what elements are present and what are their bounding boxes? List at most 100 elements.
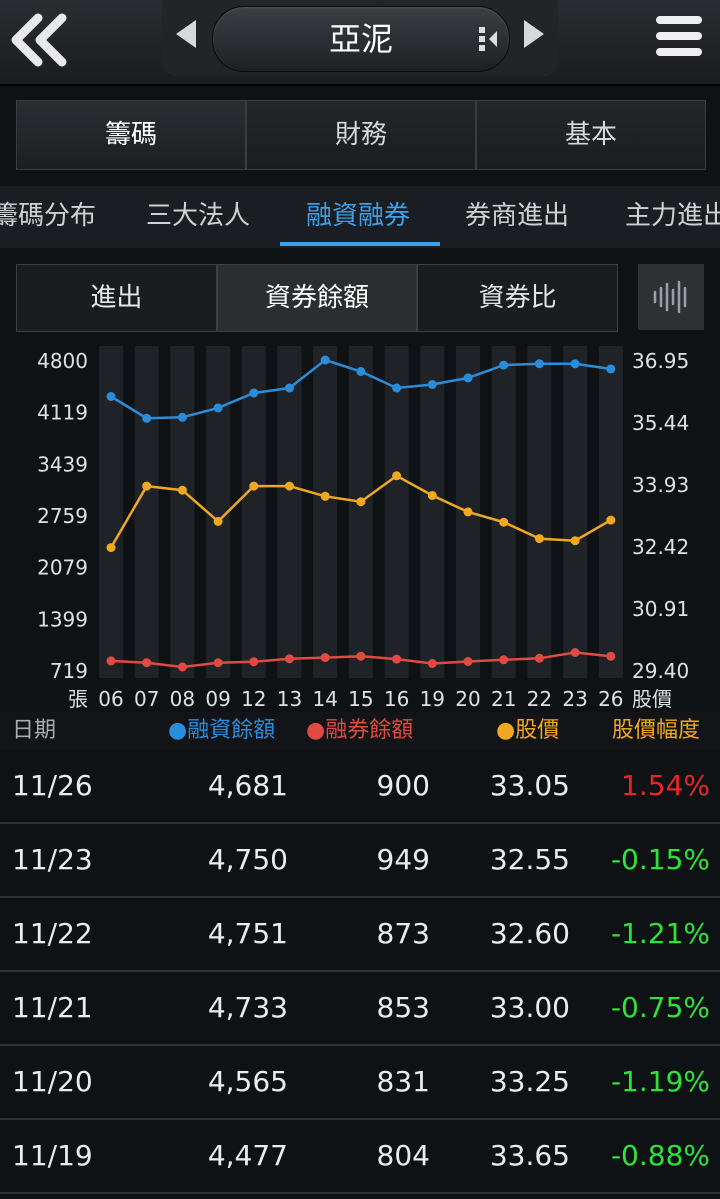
- chart-column-band: [241, 346, 266, 678]
- x-axis-tick-label: 07: [134, 687, 159, 711]
- row-fin-balance: 4,750: [207, 843, 288, 876]
- right-axis-tick-label: 30.91: [632, 597, 689, 621]
- series-point-融資餘額: [142, 413, 152, 423]
- x-axis-tick-label: 22: [527, 687, 552, 711]
- stock-switcher: 亞泥: [162, 0, 558, 76]
- series-point-融資餘額: [106, 392, 116, 401]
- x-axis-tick-label: 19: [420, 687, 445, 711]
- double-chevron-left-icon[interactable]: [8, 10, 72, 70]
- right-axis-tick-label: 36.95: [632, 349, 689, 373]
- tab-finance[interactable]: 財務: [247, 101, 477, 169]
- x-axis-tick-label: 13: [277, 687, 302, 711]
- hamburger-menu-icon[interactable]: [656, 16, 702, 64]
- top-bar: 亞泥: [0, 0, 720, 86]
- x-axis-tick-label: 06: [98, 687, 123, 711]
- series-point-融券餘額: [606, 651, 616, 661]
- x-axis-tick-label: 14: [312, 687, 337, 711]
- segment-flow[interactable]: 進出: [17, 265, 218, 331]
- series-point-股價: [499, 517, 509, 527]
- row-sec-balance: 831: [376, 1065, 430, 1098]
- table-row[interactable]: 11/21 4,733 853 33.00 -0.75%: [0, 972, 720, 1046]
- chart-column-band: [313, 346, 338, 678]
- subtab-chip-distribution[interactable]: 籌碼分布: [0, 201, 97, 231]
- chart-column-band: [598, 346, 623, 678]
- subtab-institutional[interactable]: 三大法人: [146, 201, 251, 231]
- series-point-融資餘額: [177, 412, 187, 422]
- series-point-融資餘額: [606, 364, 616, 374]
- date-column-header: 日期: [12, 718, 57, 743]
- series-point-融券餘額: [463, 657, 473, 666]
- chart-column-band: [563, 346, 588, 678]
- x-axis-tick-label: 16: [384, 687, 409, 711]
- subtab-margin-trading[interactable]: 融資融券: [306, 201, 411, 231]
- right-axis-unit-label: 股價: [632, 687, 672, 711]
- x-axis-tick-label: 20: [455, 687, 480, 711]
- series-point-融券餘額: [392, 654, 402, 664]
- row-fin-balance: 4,477: [207, 1139, 288, 1172]
- segment-ratio[interactable]: 資券比: [418, 265, 618, 331]
- subtab-major-players[interactable]: 主力進出: [625, 201, 720, 231]
- row-change: -1.19%: [610, 1065, 710, 1098]
- table-row[interactable]: 11/26 4,681 900 33.05 1.54%: [0, 750, 720, 824]
- left-axis-tick-label: 719: [50, 659, 88, 683]
- series-point-股價: [177, 485, 187, 495]
- series-point-融資餘額: [285, 383, 294, 393]
- chart-column-band: [384, 346, 409, 678]
- row-sec-balance: 900: [376, 769, 430, 802]
- series-point-融資餘額: [213, 403, 223, 413]
- series-point-融券餘額: [213, 658, 223, 668]
- stock-title-pill[interactable]: 亞泥: [212, 6, 510, 72]
- segment-balance[interactable]: 資券餘額: [217, 265, 419, 331]
- change-legend: 股價幅度: [612, 718, 701, 743]
- series-point-融券餘額: [285, 654, 294, 664]
- margin-balance-chart: 4800 4119 3439 2759 2079 1399 719 36.95 35.44 33.…: [0, 340, 720, 712]
- left-axis-unit-label: 張: [68, 687, 88, 711]
- main-tabs: 籌碼 財務 基本: [16, 100, 706, 170]
- series-point-融資餘額: [249, 388, 259, 398]
- row-fin-balance: 4,751: [207, 917, 288, 950]
- data-table: 11/26 4,681 900 33.05 1.54% 11/23 4,750 …: [0, 750, 720, 1194]
- series-point-融券餘額: [320, 653, 330, 663]
- row-date: 11/22: [12, 917, 93, 950]
- series-point-融資餘額: [392, 383, 402, 393]
- stock-title: 亞泥: [328, 20, 393, 58]
- chart-column-band: [491, 346, 516, 678]
- chart-toggle-icon[interactable]: [638, 264, 704, 330]
- left-axis-tick-label: 2759: [37, 504, 88, 528]
- series-point-融券餘額: [499, 655, 509, 665]
- left-axis-tick-label: 3439: [37, 452, 88, 476]
- row-fin-balance: 4,565: [207, 1065, 288, 1098]
- row-change: -1.21%: [610, 917, 710, 950]
- table-row[interactable]: 11/23 4,750 949 32.55 -0.15%: [0, 824, 720, 898]
- row-price: 33.00: [489, 991, 570, 1024]
- row-sec-balance: 949: [376, 843, 430, 876]
- x-axis-tick-label: 23: [562, 687, 587, 711]
- prev-stock-icon[interactable]: [176, 20, 196, 48]
- tab-basic[interactable]: 基本: [477, 101, 705, 169]
- table-row[interactable]: 11/22 4,751 873 32.60 -1.21%: [0, 898, 720, 972]
- series-point-融資餘額: [499, 360, 509, 370]
- next-stock-icon[interactable]: [524, 20, 544, 48]
- row-fin-balance: 4,681: [207, 769, 288, 802]
- x-axis-tick-label: 15: [348, 687, 373, 711]
- table-row[interactable]: 11/20 4,565 831 33.25 -1.19%: [0, 1046, 720, 1120]
- price-legend: ●股價: [496, 718, 560, 743]
- row-price: 33.05: [489, 769, 570, 802]
- row-change: -0.15%: [610, 843, 710, 876]
- left-axis-tick-label: 4800: [37, 349, 88, 373]
- tab-chips[interactable]: 籌碼: [17, 101, 247, 169]
- right-axis-tick-label: 32.42: [632, 535, 689, 559]
- row-date: 11/20: [12, 1065, 93, 1098]
- row-price: 33.65: [489, 1139, 570, 1172]
- series-point-股價: [285, 481, 294, 491]
- row-date: 11/19: [12, 1139, 93, 1172]
- subtab-broker-flow[interactable]: 券商進出: [465, 201, 570, 231]
- x-axis-tick-label: 21: [491, 687, 516, 711]
- row-change: -0.75%: [610, 991, 710, 1024]
- x-axis-tick-label: 26: [598, 687, 623, 711]
- series-point-融券餘額: [106, 656, 116, 666]
- row-change: 1.54%: [621, 769, 710, 802]
- series-point-融資餘額: [570, 359, 580, 369]
- row-date: 11/21: [12, 991, 93, 1024]
- table-row[interactable]: 11/19 4,477 804 33.65 -0.88%: [0, 1120, 720, 1194]
